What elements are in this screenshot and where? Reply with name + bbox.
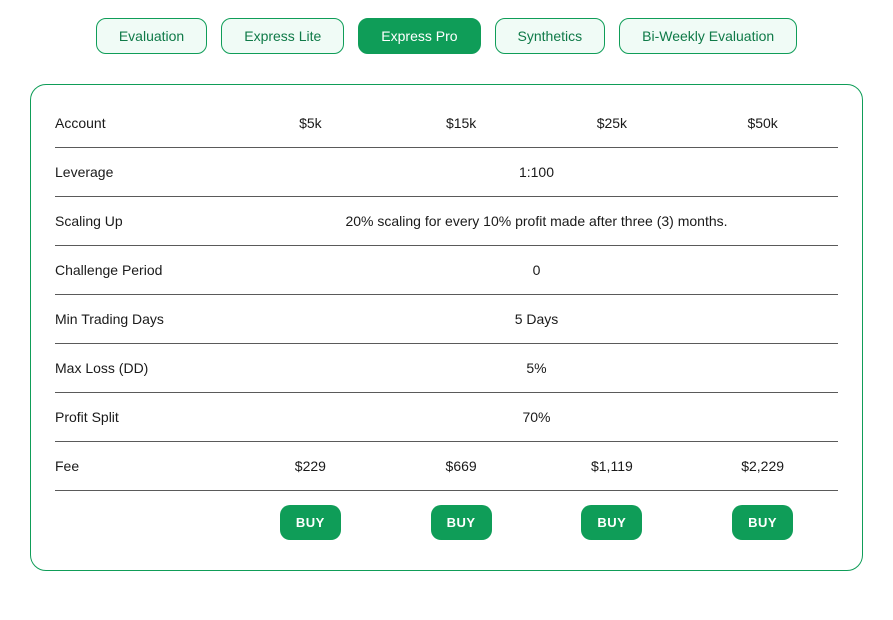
pricing-card: Account $5k $15k $25k $50k Leverage 1:10… xyxy=(30,84,863,571)
plan-tabs: Evaluation Express Lite Express Pro Synt… xyxy=(30,18,863,54)
row-label: Max Loss (DD) xyxy=(55,360,235,376)
header-row: Account $5k $15k $25k $50k xyxy=(55,99,838,148)
row-value: 20% scaling for every 10% profit made af… xyxy=(235,213,838,229)
row-value: 5% xyxy=(235,360,838,376)
row-value: 5 Days xyxy=(235,311,838,327)
header-col-25k: $25k xyxy=(537,115,688,131)
row-value: 0 xyxy=(235,262,838,278)
buy-button-15k[interactable]: BUY xyxy=(431,505,492,540)
fee-15k: $669 xyxy=(386,458,537,474)
row-label: Scaling Up xyxy=(55,213,235,229)
fee-25k: $1,119 xyxy=(537,458,688,474)
header-col-15k: $15k xyxy=(386,115,537,131)
fee-50k: $2,229 xyxy=(687,458,838,474)
row-label: Min Trading Days xyxy=(55,311,235,327)
tab-express-lite[interactable]: Express Lite xyxy=(221,18,344,54)
row-max-loss: Max Loss (DD) 5% xyxy=(55,344,838,393)
row-value: 1:100 xyxy=(235,164,838,180)
buy-button-50k[interactable]: BUY xyxy=(732,505,793,540)
row-label: Challenge Period xyxy=(55,262,235,278)
tab-express-pro[interactable]: Express Pro xyxy=(358,18,480,54)
row-min-trading-days: Min Trading Days 5 Days xyxy=(55,295,838,344)
buy-button-25k[interactable]: BUY xyxy=(581,505,642,540)
tab-synthetics[interactable]: Synthetics xyxy=(495,18,606,54)
header-col-50k: $50k xyxy=(687,115,838,131)
row-label: Fee xyxy=(55,458,235,474)
row-scaling-up: Scaling Up 20% scaling for every 10% pro… xyxy=(55,197,838,246)
fee-5k: $229 xyxy=(235,458,386,474)
row-fee: Fee $229 $669 $1,119 $2,229 xyxy=(55,442,838,491)
row-challenge-period: Challenge Period 0 xyxy=(55,246,838,295)
tab-evaluation[interactable]: Evaluation xyxy=(96,18,207,54)
row-leverage: Leverage 1:100 xyxy=(55,148,838,197)
row-label: Profit Split xyxy=(55,409,235,425)
header-col-5k: $5k xyxy=(235,115,386,131)
buy-button-5k[interactable]: BUY xyxy=(280,505,341,540)
row-label: Leverage xyxy=(55,164,235,180)
buy-row: BUY BUY BUY BUY xyxy=(55,491,838,546)
tab-bi-weekly-evaluation[interactable]: Bi-Weekly Evaluation xyxy=(619,18,797,54)
header-label: Account xyxy=(55,115,235,131)
row-profit-split: Profit Split 70% xyxy=(55,393,838,442)
row-value: 70% xyxy=(235,409,838,425)
